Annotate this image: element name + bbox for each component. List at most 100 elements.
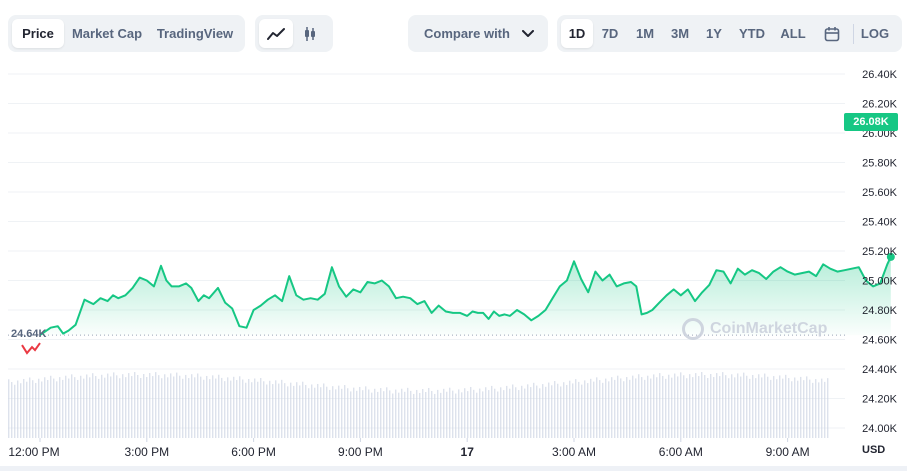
volume-bar	[209, 379, 211, 438]
volume-bar	[521, 385, 523, 438]
volume-bar	[263, 381, 265, 438]
volume-bar	[167, 377, 169, 438]
volume-bar	[518, 390, 520, 438]
volume-bar	[587, 383, 589, 438]
volume-bar	[623, 381, 625, 438]
volume-bar	[251, 382, 253, 438]
range-1m[interactable]: 1M	[635, 26, 655, 41]
volume-bar	[728, 378, 730, 438]
compare-with-dropdown[interactable]: Compare with	[408, 15, 548, 52]
volume-bar	[71, 374, 73, 438]
volume-bar	[221, 377, 223, 438]
x-axis: 12:00 PM 3:00 PM 6:00 PM 9:00 PM 17 3:00 AM 6:…	[8, 438, 810, 459]
volume-bar	[719, 376, 721, 438]
volume-bar	[500, 387, 502, 438]
tab-market-cap[interactable]: Market Cap	[71, 26, 143, 41]
volume-bar	[788, 378, 790, 438]
volume-bar	[431, 390, 433, 438]
volume-bar	[443, 388, 445, 438]
volume-bar	[380, 388, 382, 438]
volume-bar	[161, 378, 163, 438]
volume-bar	[146, 377, 148, 438]
range-1d[interactable]: 1D	[561, 19, 593, 48]
volume-bar	[92, 373, 94, 438]
volume-bar	[170, 373, 172, 438]
volume-bar	[287, 386, 289, 438]
volume-bar	[275, 380, 277, 438]
volume-bar	[716, 373, 718, 438]
volume-bar	[629, 379, 631, 438]
volume-bar	[11, 382, 13, 438]
coinmarketcap-watermark: CoinMarketCap	[682, 318, 827, 340]
volume-bar	[293, 385, 295, 438]
volume-bar	[59, 377, 61, 438]
volume-bar	[692, 377, 694, 438]
tab-price[interactable]: Price	[12, 19, 64, 48]
line-chart-button[interactable]	[259, 19, 293, 48]
volume-bar	[776, 379, 778, 438]
chart-scrollbar[interactable]	[0, 466, 907, 471]
volume-bar	[248, 378, 250, 438]
volume-bar	[737, 373, 739, 438]
volume-bar	[89, 377, 91, 438]
volume-bar	[311, 384, 313, 438]
volume-bar	[749, 378, 751, 438]
price-line	[39, 256, 892, 336]
volume-bar	[308, 388, 310, 438]
volume-bar	[506, 385, 508, 438]
current-price-tag: 26.08K	[844, 113, 898, 131]
range-1y[interactable]: 1Y	[706, 26, 722, 41]
volume-bar	[425, 391, 427, 438]
volume-bar	[125, 377, 127, 438]
volume-bar	[359, 386, 361, 438]
volume-bar	[794, 377, 796, 438]
volume-bar	[773, 376, 775, 438]
volume-bar	[755, 378, 757, 438]
volume-bar	[473, 389, 475, 438]
volume-bar	[404, 391, 406, 438]
volume-bar	[218, 374, 220, 438]
volume-bar	[704, 375, 706, 438]
volume-bar	[386, 387, 388, 438]
volume-bar	[806, 376, 808, 438]
volume-bar	[257, 381, 259, 438]
volume-bar	[740, 376, 742, 438]
volume-bar	[818, 382, 820, 438]
volume-bar	[149, 373, 151, 438]
volume-bar	[314, 387, 316, 438]
volume-bar	[653, 374, 655, 438]
volume-bar	[767, 376, 769, 438]
y-tick-label: 24.00K	[862, 423, 898, 435]
volume-bar	[278, 383, 280, 438]
volume-bar	[803, 380, 805, 438]
tab-tradingview[interactable]: TradingView	[156, 26, 234, 41]
range-3m[interactable]: 3M	[670, 26, 690, 41]
volume-bar	[626, 377, 628, 438]
range-all[interactable]: ALL	[780, 26, 806, 41]
line-chart-icon	[267, 27, 285, 40]
volume-bar	[809, 379, 811, 438]
volume-bar	[539, 388, 541, 438]
candlestick-button[interactable]	[293, 19, 327, 48]
calendar-button[interactable]	[813, 19, 851, 48]
volume-bar	[542, 384, 544, 438]
log-scale-toggle[interactable]: LOG	[860, 26, 890, 41]
volume-bar	[470, 386, 472, 438]
volume-bar	[305, 384, 307, 438]
volume-bar	[236, 380, 238, 438]
range-ytd[interactable]: YTD	[739, 26, 765, 41]
volume-bar	[635, 378, 637, 438]
range-7d[interactable]: 7D	[601, 26, 619, 41]
volume-bar	[530, 387, 532, 438]
volume-bar	[413, 393, 415, 438]
volume-bar	[377, 391, 379, 438]
volume-bar	[734, 377, 736, 438]
volume-bar	[410, 390, 412, 438]
volume-bar	[119, 378, 121, 438]
volume-bar	[374, 388, 376, 438]
volume-bar	[671, 377, 673, 438]
volume-bar	[419, 392, 421, 438]
volume-bar	[659, 373, 661, 438]
x-tick-label: 9:00 AM	[766, 445, 810, 459]
